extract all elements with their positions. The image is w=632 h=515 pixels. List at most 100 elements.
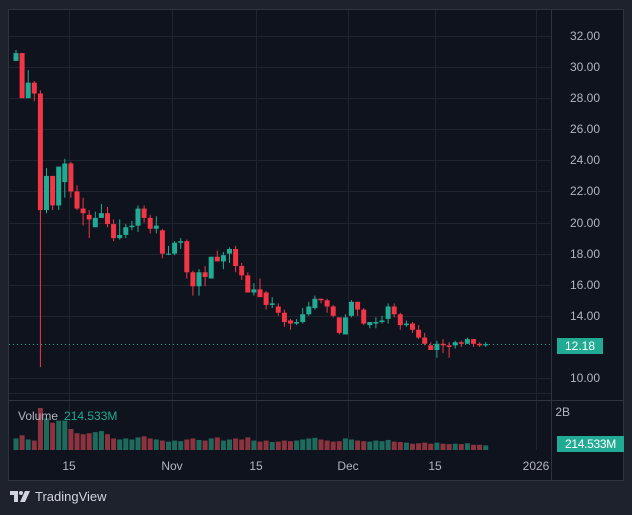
candle[interactable] [446,342,452,450]
candle[interactable] [31,81,37,450]
candle[interactable] [410,322,415,450]
candle[interactable] [342,314,348,450]
candle[interactable] [202,266,208,450]
candle[interactable] [141,205,147,450]
candle[interactable] [233,245,239,450]
candle[interactable] [440,339,446,450]
candle[interactable] [355,301,361,450]
price-tick-label: 22.00 [569,184,600,199]
candle[interactable] [416,325,422,450]
candle[interactable] [379,315,385,450]
candle[interactable] [68,161,74,450]
candle[interactable] [172,241,178,450]
candle[interactable] [50,175,56,450]
candle[interactable] [294,318,300,450]
candle[interactable] [300,308,306,450]
candle[interactable] [391,303,397,450]
candle[interactable] [281,309,287,450]
volume-bar [172,440,178,450]
candle[interactable] [147,214,153,450]
candle[interactable] [37,90,43,450]
candle[interactable] [239,262,245,450]
volume-bar [263,440,269,450]
candle[interactable] [251,283,257,450]
volume-bar [281,440,287,450]
candle[interactable] [214,250,220,450]
volume-bar [446,444,452,450]
candle[interactable] [361,308,367,450]
candle[interactable] [25,70,31,450]
candle[interactable] [477,342,483,450]
candle[interactable] [111,219,117,450]
candle[interactable] [153,216,159,450]
candle[interactable] [458,340,464,450]
candle[interactable] [403,320,409,450]
volume-bar [355,440,361,450]
time-tick-label: 2026 [522,459,550,473]
volume-value-tag: 214.533M [557,436,624,452]
candle[interactable] [196,269,202,450]
candle[interactable] [397,312,403,450]
candle[interactable] [62,158,68,450]
candle[interactable] [471,339,476,450]
candle[interactable] [80,197,86,450]
time-tick-label: 15 [62,459,76,473]
candle[interactable] [56,166,62,450]
candle[interactable] [166,245,171,450]
volume-bar [44,418,49,450]
candle[interactable] [318,298,324,450]
candle[interactable] [428,342,434,450]
candle[interactable] [464,337,470,450]
candle[interactable] [263,290,269,450]
candle[interactable] [98,203,104,450]
candle[interactable] [92,211,98,450]
candle[interactable] [422,332,428,450]
candle[interactable] [123,224,129,450]
candle[interactable] [227,247,232,450]
candle[interactable] [105,206,110,450]
candle[interactable] [452,340,458,450]
candle[interactable] [86,210,92,450]
candle[interactable] [13,49,19,450]
candle[interactable] [385,303,391,450]
candle[interactable] [349,300,354,450]
candle[interactable] [324,298,330,450]
candle[interactable] [74,185,80,450]
candle[interactable] [312,295,318,450]
candle[interactable] [220,252,226,450]
candle[interactable] [208,256,214,450]
candle[interactable] [178,238,184,450]
volume-bar [452,443,458,450]
price-tick-label: 26.00 [569,122,600,137]
candle[interactable] [117,219,123,450]
candle[interactable] [434,340,440,450]
candle[interactable] [288,318,293,450]
candle[interactable] [275,303,281,450]
candle[interactable] [306,301,312,450]
candle[interactable] [257,278,263,450]
candle[interactable] [269,297,275,450]
volume-bar [471,444,476,450]
candle[interactable] [44,168,49,450]
candle[interactable] [19,53,25,450]
volume-bar [336,441,342,450]
candle[interactable] [184,239,190,450]
candle[interactable] [245,272,251,450]
candle[interactable] [483,342,489,450]
volume-bar [13,438,19,450]
candle[interactable] [336,317,342,450]
candle[interactable] [135,205,141,450]
candle[interactable] [373,317,379,450]
volume-legend[interactable]: Volume 214.533M [18,409,117,423]
candle[interactable] [330,304,336,450]
tradingview-logo[interactable]: TradingView [10,489,107,504]
time-tick-label: 15 [428,459,442,473]
candle[interactable] [129,220,135,450]
volume-bar [37,408,43,450]
volume-bar [361,441,367,450]
volume-bar [294,440,300,450]
candle[interactable] [159,228,165,450]
candle[interactable] [190,270,196,450]
candle[interactable] [367,322,373,450]
